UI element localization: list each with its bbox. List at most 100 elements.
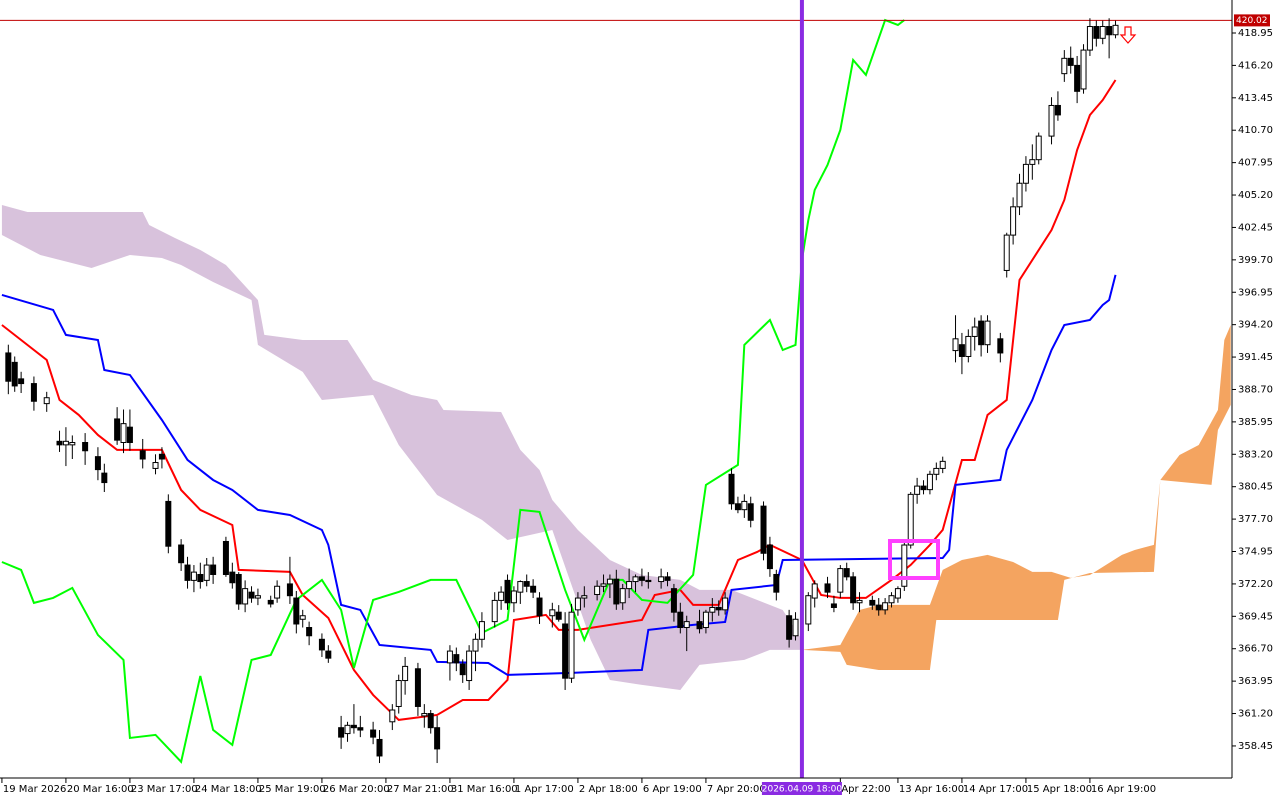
candle-body [1086, 26, 1093, 51]
candle-body [158, 453, 165, 460]
candle-body [325, 650, 332, 659]
candle-body [184, 564, 191, 581]
candle-body [286, 583, 293, 597]
y-tick-label: 385.95 [1238, 417, 1273, 428]
candle-body [101, 472, 108, 484]
candle-body [914, 485, 921, 495]
candle-body [1061, 57, 1068, 75]
y-tick-label: 394.20 [1238, 320, 1273, 331]
y-tick-label: 413.45 [1238, 93, 1273, 104]
x-tick-label: 7 Apr 20:00 [707, 784, 766, 795]
candle-body [190, 571, 197, 581]
x-tick-label: 20 Mar 16:00 [67, 784, 134, 795]
candle-body [843, 568, 850, 578]
candle-body [306, 627, 313, 637]
candle-body [664, 576, 671, 581]
vline-label-box [761, 782, 842, 795]
candle-body [30, 383, 37, 402]
candle-body [414, 668, 421, 707]
candle-body [1067, 57, 1074, 66]
candle-body [274, 585, 281, 599]
candle-body [357, 727, 364, 731]
candle-body [536, 597, 543, 617]
candle-body [120, 423, 127, 444]
candle-body [1112, 24, 1119, 36]
candle-body [1010, 206, 1017, 236]
candle-body [722, 597, 729, 611]
candle-body [242, 588, 249, 605]
x-tick-label: 31 Mar 16:00 [451, 784, 518, 795]
candle-body [984, 320, 991, 346]
candle-body [997, 338, 1004, 354]
candle-body [517, 581, 524, 593]
candle-body [920, 485, 927, 491]
candle-body [715, 606, 722, 611]
candle-body [702, 611, 709, 629]
sell-arrow [1119, 26, 1137, 44]
candle-body [965, 335, 972, 357]
candle-body [293, 597, 300, 625]
candle-body [760, 505, 767, 554]
candle-body [670, 588, 677, 613]
candle-body [658, 576, 665, 583]
plot-area [0, 0, 1232, 778]
x-tick-label: 27 Mar 21:00 [387, 784, 454, 795]
x-tick-label: 16 Apr 19:00 [1091, 784, 1156, 795]
y-tick-label: 410.70 [1238, 125, 1273, 136]
y-tick-label: 377.70 [1238, 514, 1273, 525]
candle-body [933, 467, 940, 475]
candle-body [626, 581, 633, 590]
candle-body [43, 397, 50, 405]
candle-body [114, 418, 121, 441]
candle-body [792, 618, 799, 637]
highlight-box [888, 539, 940, 580]
indicator-line [1, 274, 1117, 676]
candle-body [830, 603, 837, 608]
y-tick-label: 388.70 [1238, 384, 1273, 395]
candle-body [1106, 26, 1113, 36]
x-tick-label: 19 Mar 2026 [3, 784, 66, 795]
candle-body [472, 638, 479, 652]
y-tick-label: 396.95 [1238, 287, 1273, 298]
candle-body [453, 654, 460, 664]
candle-body [613, 578, 620, 605]
candle-body [5, 352, 12, 382]
candle-body [805, 595, 812, 625]
candle-body [530, 585, 537, 593]
candle-body [747, 503, 754, 521]
candle-body [574, 597, 581, 611]
y-tick-label: 399.70 [1238, 255, 1273, 266]
candle-body [248, 591, 255, 599]
ichimoku-cloud [801, 325, 1231, 670]
candle-body [82, 442, 89, 452]
candle-body [638, 576, 645, 581]
candle-body [568, 611, 575, 679]
candle-body [389, 709, 396, 723]
candle-body [165, 500, 172, 547]
candle-body [766, 544, 773, 570]
y-tick-label: 405.20 [1238, 190, 1273, 201]
y-tick-label: 374.95 [1238, 547, 1273, 558]
candle-body [344, 724, 351, 735]
candle-body [869, 599, 876, 606]
candle-body [446, 650, 453, 664]
candle-body [1080, 49, 1087, 90]
candle-body [1029, 159, 1036, 165]
x-tick-label: 26 Mar 20:00 [323, 784, 390, 795]
candle-body [958, 344, 965, 357]
candle-body [267, 599, 274, 605]
candle-body [18, 378, 25, 385]
candle-body [741, 500, 748, 511]
candle-body [978, 320, 985, 346]
candle-body [434, 727, 441, 750]
candle-body [1048, 104, 1055, 137]
x-tick-label: 15 Apr 18:00 [1027, 784, 1092, 795]
candle-body [62, 440, 69, 446]
y-tick-label: 372.20 [1238, 579, 1273, 590]
candle-body [210, 564, 217, 575]
y-tick-label: 366.70 [1238, 644, 1273, 655]
y-tick-label: 358.45 [1238, 741, 1273, 752]
candle-body [197, 573, 204, 583]
candle-body [370, 729, 377, 738]
